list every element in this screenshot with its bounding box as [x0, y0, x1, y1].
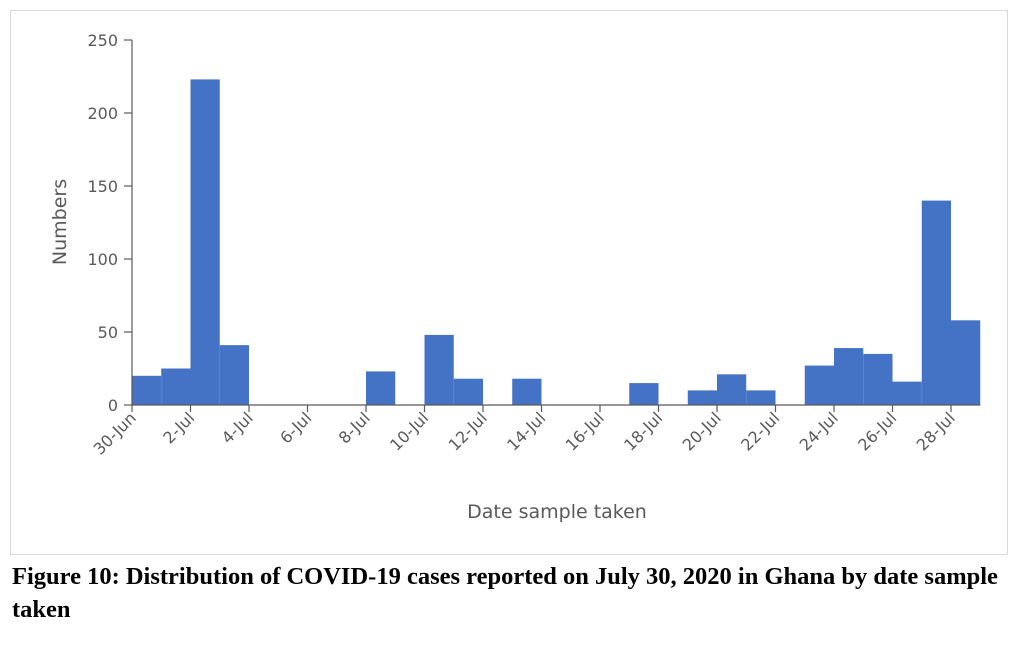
histogram-chart: 0 50 100 150 200 250 30-Jun 2-Jul 4-Jul 6-Jul 8-J…: [49, 31, 981, 523]
x-tick-label: 26-Jul: [854, 408, 900, 454]
figure-caption: Figure 10: Distribution of COVID-19 case…: [12, 563, 998, 623]
y-tick-label: 50: [98, 323, 118, 342]
y-tick-label: 0: [108, 396, 118, 415]
bar-19-Jul: [687, 390, 717, 405]
y-tick-label: 250: [87, 31, 118, 50]
x-tick-label: 20-Jul: [679, 408, 725, 454]
x-tick-label: 8-Jul: [335, 408, 374, 447]
x-tick-label: 16-Jul: [562, 408, 608, 454]
bar-27-Jul: [921, 200, 951, 405]
bar-30-Jun: [132, 375, 162, 405]
x-axis: 30-Jun 2-Jul 4-Jul 6-Jul 8-Jul 10-Jul 12-Jul 14…: [90, 404, 981, 459]
bars-group: [132, 79, 981, 406]
x-tick-label: 30-Jun: [90, 408, 140, 458]
bar-1-Jul: [161, 368, 191, 405]
bar-2-Jul: [190, 79, 220, 406]
bar-10-Jul: [424, 334, 454, 405]
bar-23-Jul: [804, 365, 834, 405]
y-tick-label: 150: [87, 177, 118, 196]
bar-3-Jul: [219, 345, 249, 405]
x-tick-label: 22-Jul: [737, 408, 783, 454]
bar-17-Jul: [629, 383, 659, 405]
bar-13-Jul: [512, 378, 542, 405]
x-tick-label: 12-Jul: [445, 408, 491, 454]
x-axis-title: Date sample taken: [467, 501, 647, 523]
chart-frame: 0 50 100 150 200 250 30-Jun 2-Jul 4-Jul 6-Jul 8-J…: [10, 10, 1008, 555]
x-tick-label: 14-Jul: [503, 408, 549, 454]
x-tick-label: 10-Jul: [386, 408, 432, 454]
bar-21-Jul: [746, 390, 776, 405]
x-tick-label: 4-Jul: [218, 408, 257, 447]
bar-8-Jul: [366, 371, 396, 405]
bar-28-Jul: [951, 320, 981, 405]
y-axis: 0 50 100 150 200 250: [87, 31, 133, 415]
bar-24-Jul: [834, 348, 864, 405]
bar-20-Jul: [717, 374, 747, 405]
x-tick-label: 18-Jul: [620, 408, 666, 454]
x-tick-label: 6-Jul: [276, 408, 315, 447]
x-tick-label: 2-Jul: [159, 408, 198, 447]
bar-11-Jul: [453, 378, 483, 405]
bar-26-Jul: [892, 381, 922, 405]
x-tick-label: 28-Jul: [913, 408, 959, 454]
y-tick-label: 100: [87, 250, 118, 269]
y-axis-title: Numbers: [49, 179, 71, 265]
x-tick-label: 24-Jul: [796, 408, 842, 454]
bar-25-Jul: [863, 353, 893, 405]
y-tick-label: 200: [87, 104, 118, 123]
